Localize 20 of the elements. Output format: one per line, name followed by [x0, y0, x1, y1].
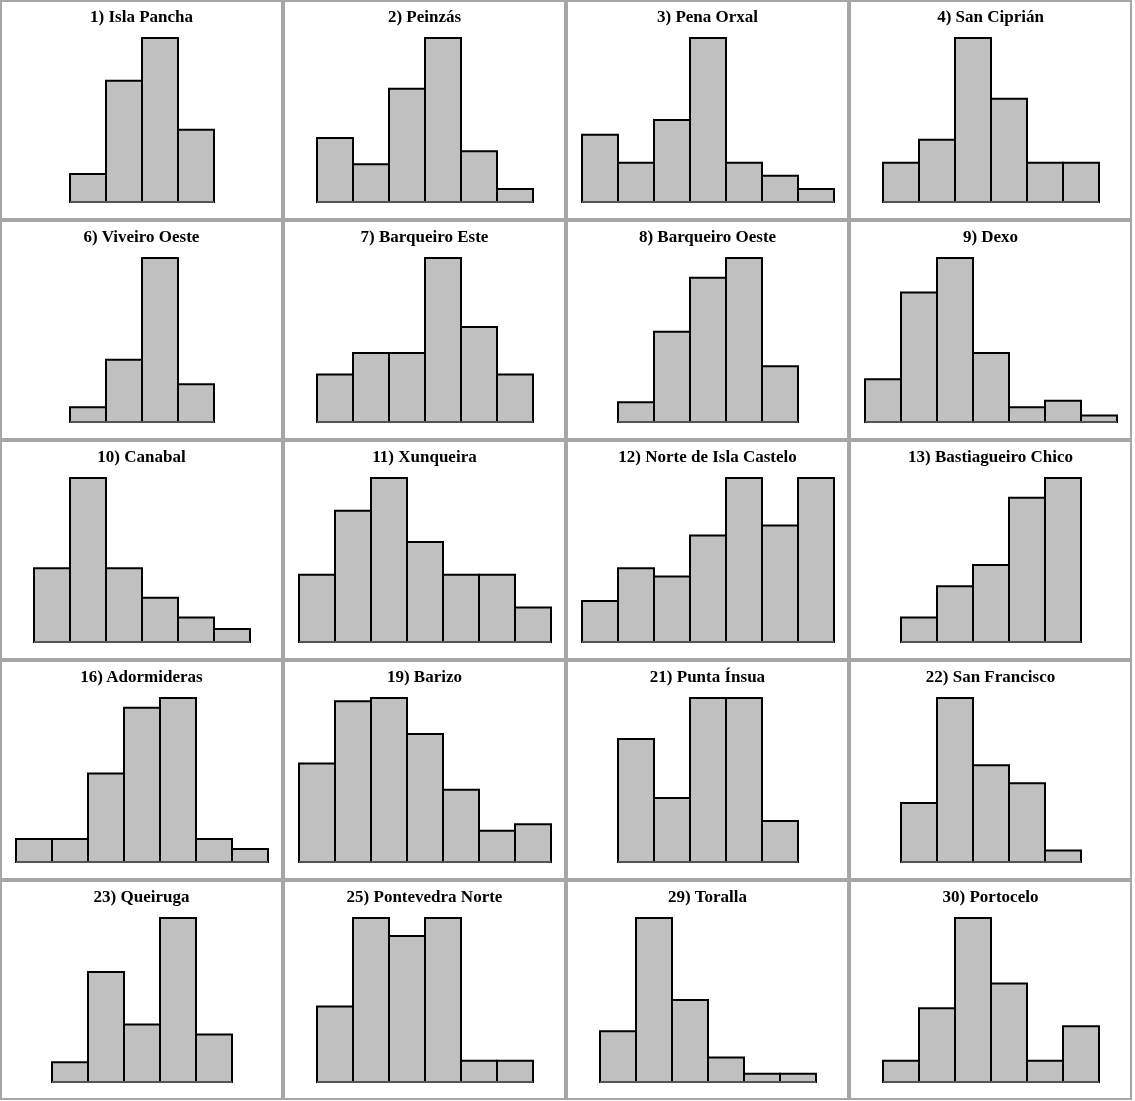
- chart-title: 4) San Ciprián: [936, 6, 1045, 28]
- chart-title: 16) Adormideras: [79, 666, 204, 688]
- chart-title: 1) Isla Pancha: [89, 6, 194, 28]
- chart-title: 8) Barqueiro Oeste: [637, 226, 778, 248]
- chart-title: 7) Barqueiro Este: [359, 226, 490, 248]
- chart-title: 3) Pena Orxal: [655, 6, 759, 28]
- chart-title: 13) Bastiagueiro Chico: [907, 446, 1074, 468]
- chart-title: 2) Peinzás: [386, 6, 463, 28]
- chart-title: 6) Viveiro Oeste: [82, 226, 201, 248]
- chart-title: 29) Toralla: [667, 886, 748, 908]
- chart-title: 19) Barizo: [385, 666, 464, 688]
- chart-title: 30) Portocelo: [941, 886, 1040, 908]
- chart-title: 12) Norte de Isla Castelo: [617, 446, 798, 468]
- chart-title: 23) Queiruga: [92, 886, 191, 908]
- chart-title: 9) Dexo: [961, 226, 1020, 248]
- chart-title: 22) San Francisco: [924, 666, 1057, 688]
- chart-title: 21) Punta Ínsua: [648, 666, 767, 688]
- chart-title: 11) Xunqueira: [371, 446, 478, 468]
- chart-title: 25) Pontevedra Norte: [345, 886, 504, 908]
- chart-title: 10) Canabal: [96, 446, 187, 468]
